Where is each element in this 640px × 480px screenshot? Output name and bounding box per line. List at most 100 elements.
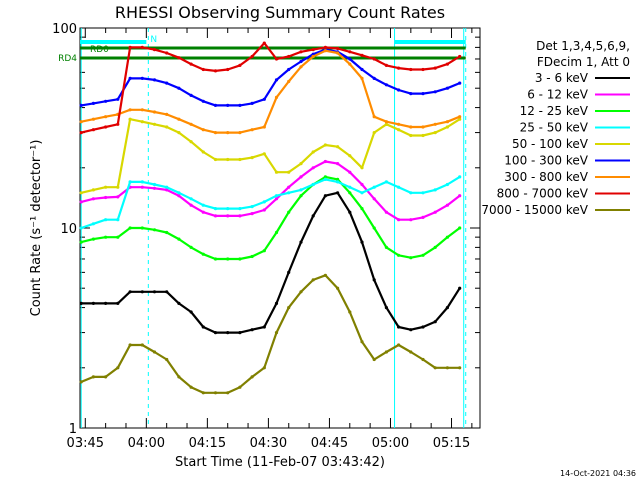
data-point <box>311 278 315 282</box>
data-point <box>445 366 449 370</box>
data-point <box>189 385 193 389</box>
data-point <box>104 301 108 305</box>
data-point <box>79 240 83 244</box>
data-point <box>104 195 108 200</box>
data-point <box>323 177 327 181</box>
data-point <box>287 185 291 189</box>
data-point <box>262 325 266 329</box>
data-point <box>348 170 352 174</box>
data-point <box>91 128 95 132</box>
data-point <box>274 194 279 198</box>
data-point <box>299 290 303 294</box>
data-point <box>165 51 169 55</box>
legend-header-line-2: FDecim 1, Att 0 <box>537 55 630 69</box>
y-axis-label: Count Rate (s⁻¹ detector⁻¹) <box>29 140 44 317</box>
data-point <box>79 301 83 305</box>
data-point <box>384 120 388 124</box>
data-point <box>323 143 327 147</box>
data-point <box>238 257 242 261</box>
legend-label: 12 - 25 keV <box>520 104 589 118</box>
data-point <box>262 125 266 129</box>
data-point <box>104 235 108 239</box>
data-point <box>201 391 205 395</box>
series-line-6 <box>80 49 461 134</box>
data-point <box>384 83 388 87</box>
data-point <box>140 185 144 189</box>
data-point <box>128 108 132 112</box>
data-point <box>323 159 327 164</box>
data-point <box>79 103 83 107</box>
y-tick-label: 100 <box>52 22 77 37</box>
data-point <box>299 188 303 192</box>
data-point <box>128 180 132 184</box>
legend-items: 3 - 6 keV 6 - 12 keV 12 - 25 keV 25 - 50 ke… <box>481 71 630 217</box>
data-point <box>213 131 218 135</box>
data-point <box>360 240 364 244</box>
data-point <box>152 350 157 354</box>
data-point <box>458 117 462 121</box>
data-point <box>409 125 413 129</box>
data-point <box>79 380 83 384</box>
data-point <box>177 194 181 198</box>
data-point <box>360 53 364 57</box>
data-point <box>165 290 169 294</box>
data-point <box>152 110 157 114</box>
data-point <box>177 301 181 305</box>
data-point <box>458 286 462 290</box>
data-point <box>409 67 413 72</box>
data-point <box>189 310 193 314</box>
y-tick-label: 10 <box>60 222 77 237</box>
data-point <box>238 103 242 107</box>
data-point <box>372 57 376 61</box>
data-point <box>189 245 193 249</box>
data-point <box>397 218 401 222</box>
data-point <box>189 93 193 97</box>
data-point <box>226 67 230 72</box>
data-point <box>397 66 401 70</box>
tick-labels: 03:45 04:00 04:15 04:30 04:45 05:00 05:15 1 10 10… <box>52 22 470 451</box>
data-point <box>152 48 157 52</box>
legend-label: 7000 - 15000 keV <box>481 203 588 217</box>
data-point <box>201 128 205 132</box>
data-point <box>360 182 364 187</box>
data-point <box>336 286 340 290</box>
data-point <box>287 67 291 72</box>
data-point <box>201 203 205 207</box>
data-point <box>128 343 132 347</box>
data-point <box>433 66 437 70</box>
series-layer <box>79 41 462 395</box>
data-point <box>165 185 169 189</box>
data-point <box>421 125 425 129</box>
data-point <box>177 117 181 121</box>
data-point <box>91 197 95 201</box>
data-point <box>116 218 120 222</box>
data-point <box>140 120 144 124</box>
x-tick-label: 04:30 <box>250 436 287 451</box>
data-point <box>336 162 340 166</box>
data-point <box>311 214 315 218</box>
data-point <box>421 92 425 96</box>
data-point <box>238 331 242 335</box>
data-point <box>91 101 95 105</box>
data-point <box>421 191 425 195</box>
data-point <box>445 203 449 207</box>
data-point <box>458 366 462 370</box>
data-point <box>238 207 242 211</box>
data-point <box>397 88 401 92</box>
data-point <box>189 122 193 126</box>
data-point <box>348 210 352 214</box>
data-point <box>274 57 279 61</box>
data-point <box>274 230 279 235</box>
data-point <box>226 214 230 218</box>
legend-header-line-1: Det 1,3,4,5,6,9, <box>536 39 630 53</box>
data-point <box>433 131 437 135</box>
data-point <box>409 328 413 332</box>
data-point <box>287 79 291 84</box>
data-point <box>140 226 144 230</box>
data-point <box>360 207 364 211</box>
data-point <box>311 48 315 52</box>
data-point <box>458 226 462 230</box>
data-point <box>104 185 108 189</box>
series-line-3 <box>80 175 461 230</box>
